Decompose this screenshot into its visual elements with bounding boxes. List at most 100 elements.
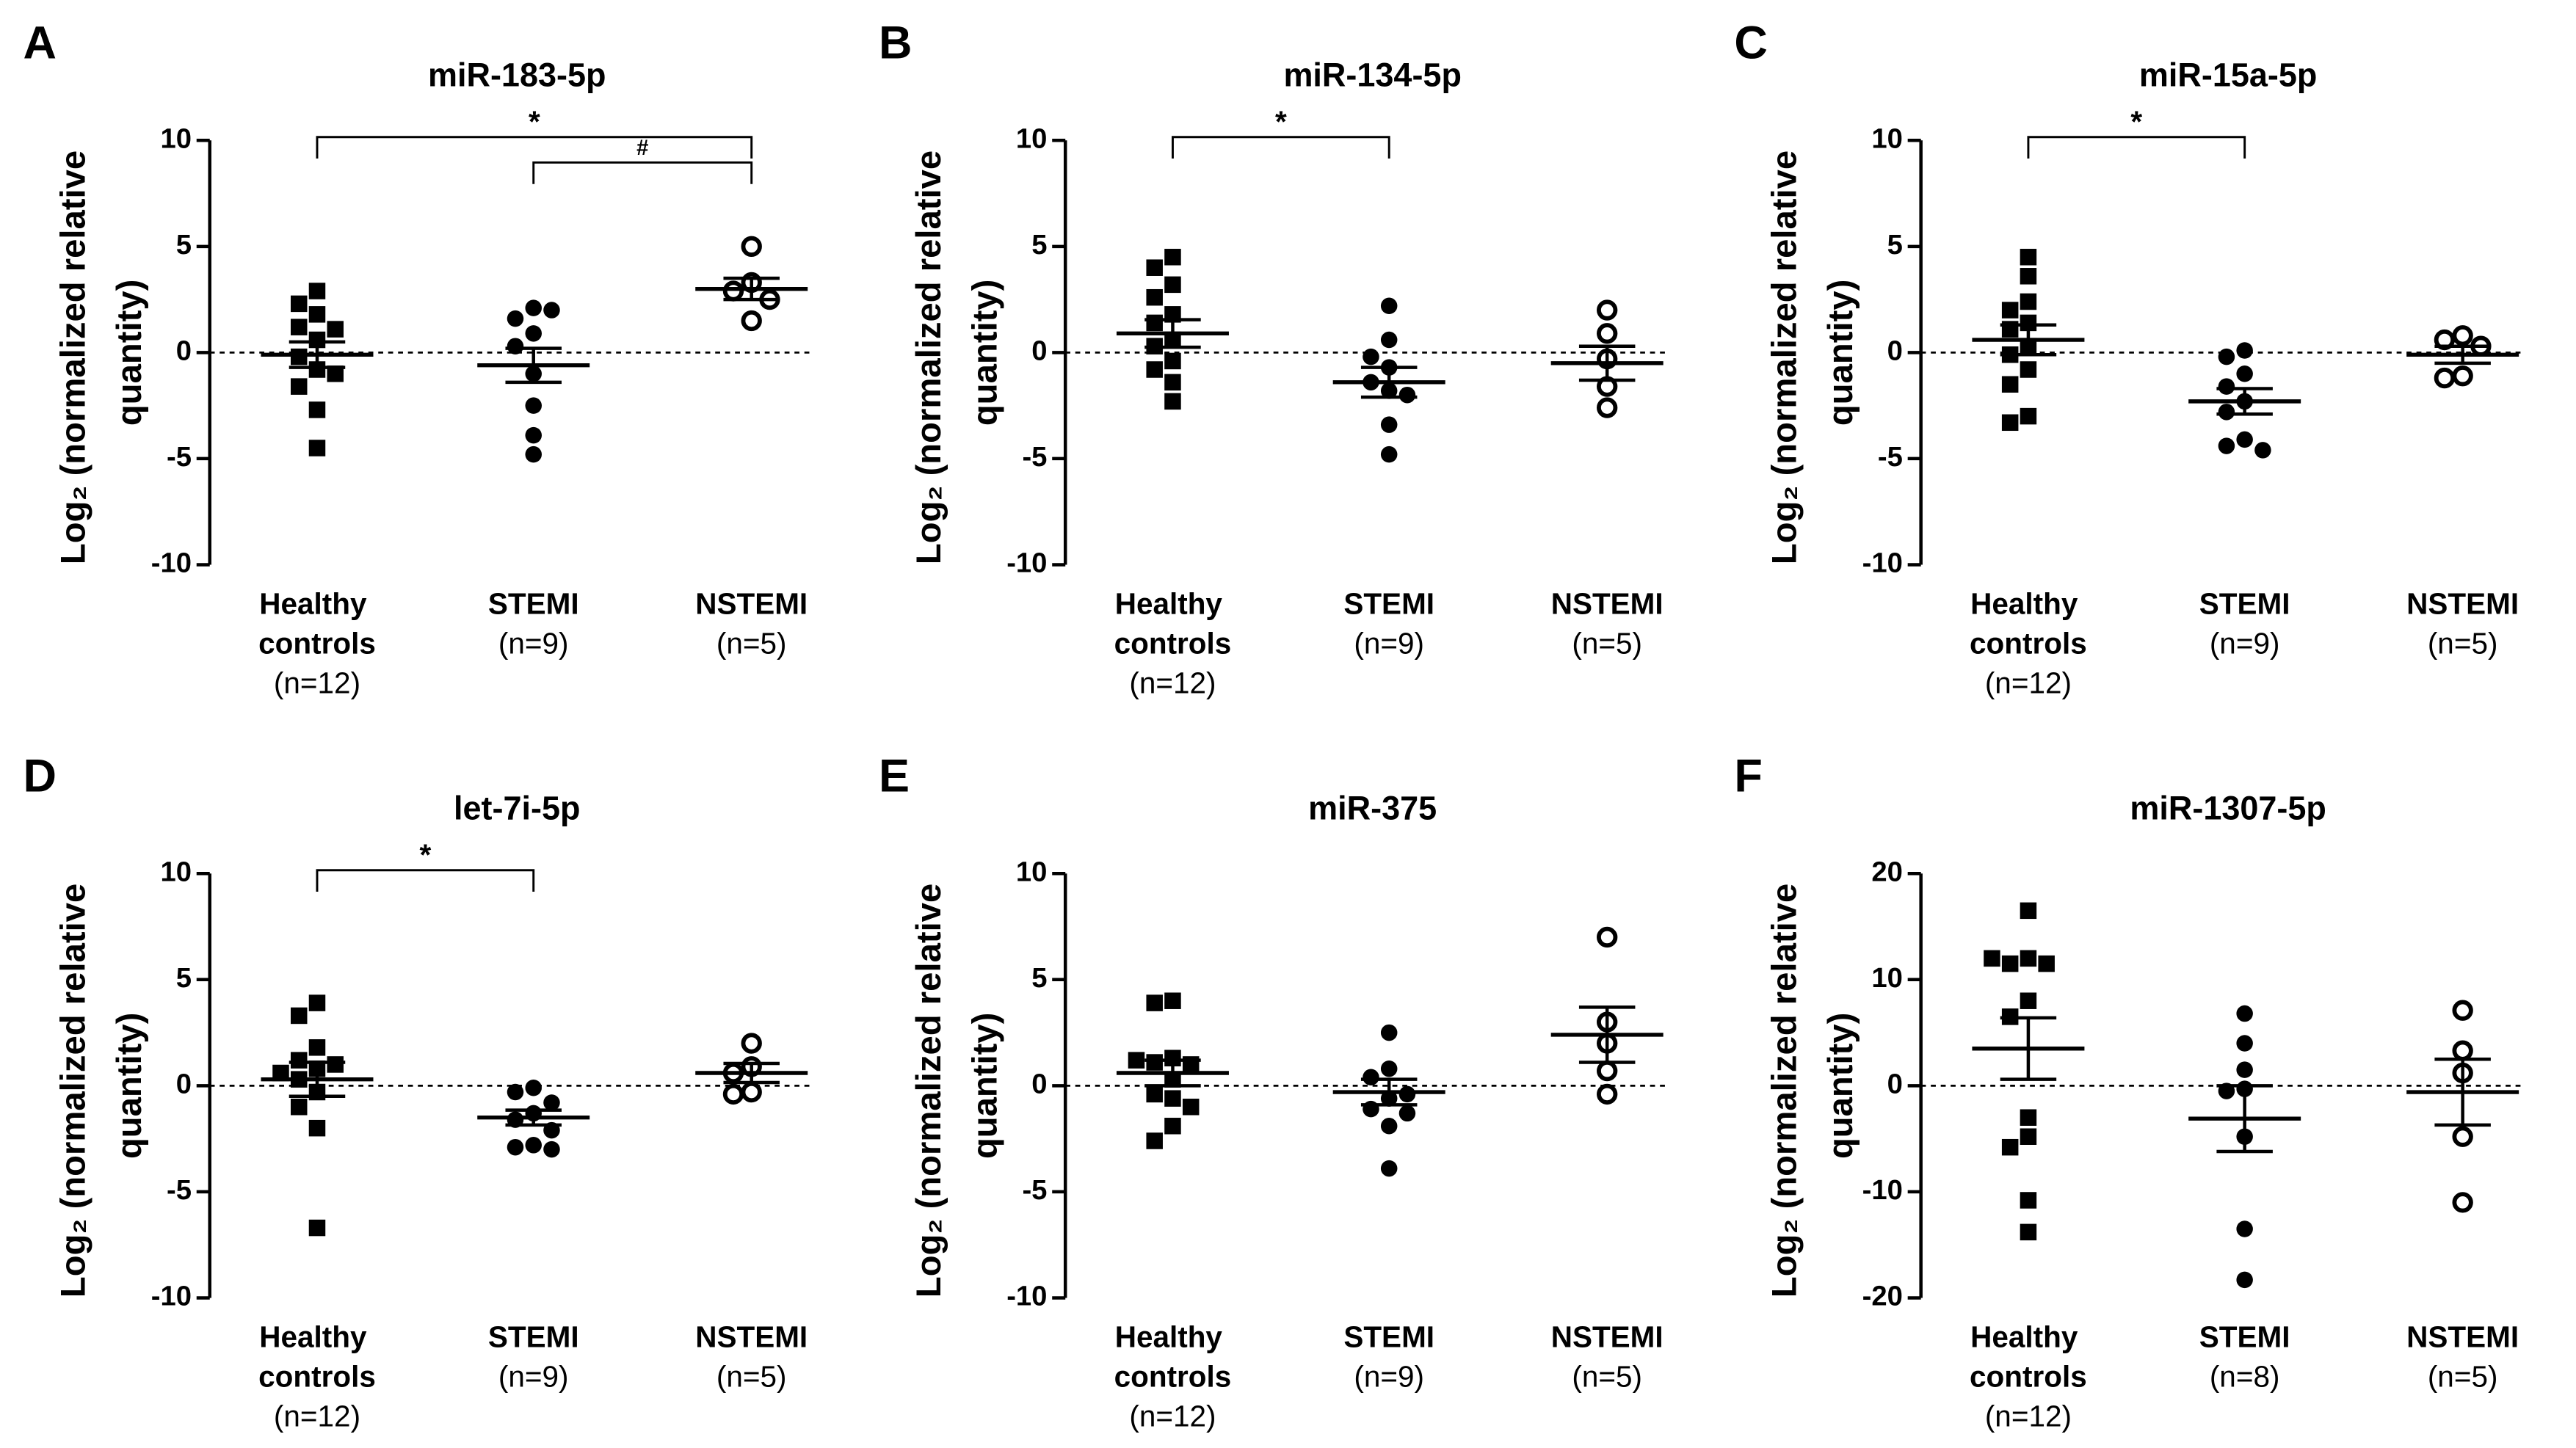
data-point <box>507 338 524 354</box>
y-tick-label: 10 <box>1016 123 1048 154</box>
data-point <box>741 236 762 257</box>
x-tick-label: NSTEMI <box>695 586 808 620</box>
data-point <box>2020 902 2037 920</box>
y-tick-label: 5 <box>1887 229 1903 261</box>
data-point <box>1398 1085 1416 1103</box>
data-point <box>1164 1118 1181 1135</box>
chart-title: miR-183-5p <box>428 57 606 94</box>
group-size-label: (n=9) <box>498 626 569 660</box>
data-point <box>1380 1060 1398 1077</box>
data-point <box>1164 249 1181 266</box>
data-point <box>290 1007 308 1025</box>
y-tick-label: -5 <box>1878 441 1903 473</box>
data-point <box>2020 249 2037 266</box>
data-point <box>2452 1126 2473 1147</box>
data-point <box>308 331 326 349</box>
data-point <box>2434 367 2456 389</box>
chart-title: miR-375 <box>1308 790 1437 827</box>
x-tick-label: NSTEMI <box>1551 586 1663 620</box>
y-tick-label: 0 <box>1031 335 1047 366</box>
data-point <box>1146 1085 1163 1103</box>
significance-bracket <box>532 161 753 184</box>
data-point <box>2218 404 2235 421</box>
data-point <box>308 1119 326 1137</box>
data-point <box>2236 1220 2253 1237</box>
data-point <box>1146 994 1163 1011</box>
x-tick-label: Healthy controls <box>1114 1320 1232 1393</box>
data-point <box>2020 992 2037 1009</box>
data-point <box>2236 431 2253 448</box>
data-point <box>1597 1060 1618 1082</box>
y-tick-label: -5 <box>1022 1174 1047 1206</box>
data-point <box>1164 992 1181 1009</box>
significance-label: # <box>636 137 648 160</box>
y-tick-label: 5 <box>1031 229 1047 261</box>
group-size-label: (n=12) <box>274 666 360 699</box>
y-axis-label: Log₂ (normalized relative quantity) <box>1766 874 1860 1298</box>
data-point <box>2254 442 2271 459</box>
data-point <box>1146 259 1163 276</box>
group-size-label: (n=12) <box>1985 1399 2072 1433</box>
chart-title: miR-1307-5p <box>2130 790 2326 827</box>
y-tick-label: -5 <box>167 1174 192 1206</box>
y-tick-label: 0 <box>1887 335 1903 366</box>
x-tick-label: STEMI <box>1343 1320 1434 1353</box>
group-size-label: (n=5) <box>1572 626 1642 660</box>
data-point <box>722 280 744 302</box>
data-point <box>507 310 524 327</box>
data-point <box>1146 288 1163 306</box>
data-point <box>272 1064 289 1082</box>
y-tick-label: 0 <box>1031 1068 1047 1099</box>
data-point <box>1380 1118 1398 1135</box>
x-tick-label: Healthy controls <box>1114 586 1232 660</box>
data-point <box>290 1099 308 1116</box>
data-point <box>2452 1192 2473 1213</box>
y-tick-label: -10 <box>1006 547 1047 579</box>
data-point <box>1164 1090 1181 1107</box>
x-tick-label: STEMI <box>488 1320 579 1353</box>
data-point <box>1380 1160 1398 1177</box>
y-tick-label: 10 <box>1016 856 1048 887</box>
data-point <box>290 348 308 365</box>
data-point <box>2001 414 2019 432</box>
data-point <box>525 445 542 463</box>
data-point <box>2236 342 2253 359</box>
panel-letter: B <box>879 18 912 69</box>
data-point <box>741 1033 762 1054</box>
data-point <box>1363 1069 1379 1086</box>
data-point <box>308 361 326 378</box>
data-point <box>2020 1192 2037 1209</box>
group-size-label: (n=12) <box>1985 666 2072 699</box>
group-size-label: (n=12) <box>1129 1399 1216 1433</box>
data-point <box>1597 1083 1618 1105</box>
data-point <box>2236 1035 2253 1052</box>
data-point <box>2020 1109 2037 1126</box>
significance-label: * <box>419 837 431 871</box>
data-point <box>2001 955 2019 972</box>
data-point <box>2020 1223 2037 1241</box>
significance-label: * <box>2130 104 2142 138</box>
y-tick-label: -10 <box>1862 1174 1903 1206</box>
y-tick-label: -20 <box>1862 1281 1903 1312</box>
data-point <box>290 295 308 313</box>
data-point <box>2020 407 2037 425</box>
data-point <box>1164 276 1181 294</box>
y-tick-label: 0 <box>1887 1068 1903 1099</box>
y-axis-label: Log₂ (normalized relative quantity) <box>910 874 1004 1298</box>
data-point <box>2020 361 2037 378</box>
data-point <box>308 1219 326 1237</box>
data-point <box>722 1083 744 1105</box>
data-point <box>1182 1099 1200 1116</box>
data-point <box>308 440 326 456</box>
y-tick-label: -10 <box>151 1281 192 1312</box>
data-point <box>1363 348 1379 365</box>
x-tick-label: STEMI <box>488 586 579 620</box>
data-point <box>2020 293 2037 310</box>
data-point <box>1164 1049 1181 1067</box>
data-point <box>2236 365 2253 382</box>
data-point <box>1164 393 1181 410</box>
y-tick-label: 10 <box>160 123 192 154</box>
data-point <box>2218 348 2235 365</box>
x-tick-label: NSTEMI <box>695 1320 808 1353</box>
